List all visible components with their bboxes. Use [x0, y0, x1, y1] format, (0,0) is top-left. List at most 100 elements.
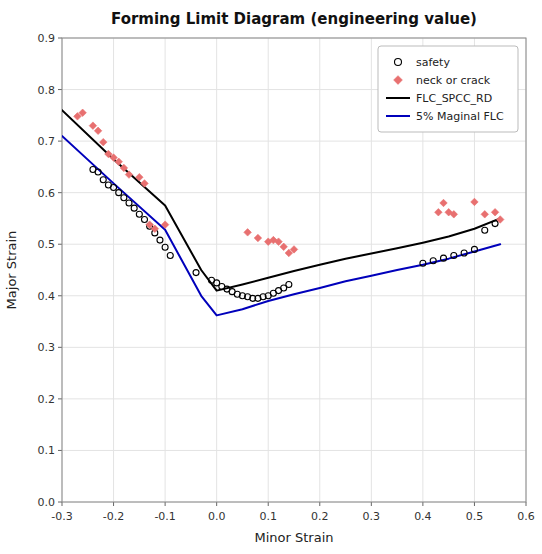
y-tick: [58, 347, 62, 348]
point: [286, 281, 292, 287]
point: [89, 122, 97, 129]
x-tick-label: -0.3: [51, 510, 72, 523]
line: [62, 136, 500, 315]
y-tick-label: 0.9: [38, 32, 56, 45]
point: [496, 216, 504, 224]
x-grid-line: [165, 38, 166, 502]
x-tick: [526, 502, 527, 506]
y-tick: [58, 192, 62, 193]
legend-swatch: [394, 76, 403, 85]
line: [62, 110, 500, 290]
legend-label: FLC_SPCC_RD: [416, 92, 492, 105]
x-grid-line: [268, 38, 269, 502]
axes: -0.3-0.2-0.10.00.10.20.30.40.50.60.00.10…: [38, 32, 535, 523]
x-tick-label: 0.1: [259, 510, 277, 523]
x-tick-label: 0.4: [414, 510, 432, 523]
point: [167, 253, 173, 259]
point: [471, 198, 479, 206]
point: [440, 199, 448, 207]
point: [126, 200, 132, 206]
points: [74, 109, 504, 301]
background: [0, 0, 542, 554]
point: [95, 169, 101, 175]
legend-label: neck or crack: [416, 74, 491, 87]
point: [275, 238, 283, 246]
y-tick: [58, 141, 62, 142]
y-tick: [58, 89, 62, 90]
y-tick: [58, 295, 62, 296]
point: [451, 253, 457, 259]
point: [435, 209, 443, 217]
x-tick: [319, 502, 320, 506]
x-tick-label: 0.3: [363, 510, 381, 523]
y-tick: [58, 398, 62, 399]
point: [450, 211, 458, 219]
point: [125, 171, 132, 179]
y-tick-label: 0.0: [38, 496, 56, 509]
y-grid-line: [62, 398, 526, 399]
y-grid-line: [62, 192, 526, 193]
point: [99, 138, 107, 146]
x-tick: [422, 502, 423, 506]
point: [471, 246, 477, 252]
point: [441, 255, 447, 261]
point: [193, 270, 199, 276]
marks: [62, 109, 504, 315]
point: [481, 211, 489, 219]
y-grid-line: [62, 450, 526, 451]
grid: [62, 38, 526, 502]
point: [136, 211, 142, 217]
y-grid-line: [62, 141, 526, 142]
x-tick-label: -0.1: [154, 510, 175, 523]
legend-swatch: [386, 97, 410, 99]
y-tick: [58, 38, 62, 39]
y-axis-label: Major Strain: [4, 231, 19, 310]
point: [131, 205, 137, 211]
y-tick-label: 0.7: [38, 135, 56, 148]
point: [461, 250, 467, 256]
x-grid-line: [216, 38, 217, 502]
point: [115, 158, 123, 166]
chart: -0.3-0.2-0.10.00.10.20.30.40.50.60.00.10…: [0, 0, 542, 554]
point: [157, 237, 163, 243]
point: [162, 244, 168, 250]
point: [116, 190, 122, 196]
y-tick-label: 0.8: [38, 84, 56, 97]
point: [141, 180, 149, 188]
y-tick-label: 0.6: [38, 187, 56, 200]
x-tick: [113, 502, 114, 506]
y-tick: [58, 502, 62, 503]
x-tick: [216, 502, 217, 506]
y-tick: [58, 244, 62, 245]
point: [151, 225, 159, 233]
x-tick: [268, 502, 269, 506]
y-tick: [58, 450, 62, 451]
legend-label: safety: [416, 56, 450, 69]
point: [430, 258, 436, 264]
point: [254, 234, 261, 242]
point: [141, 216, 147, 222]
y-tick-label: 0.4: [38, 290, 56, 303]
y-tick-label: 0.1: [38, 444, 56, 457]
x-tick: [371, 502, 372, 506]
x-grid-line: [113, 38, 114, 502]
point: [79, 109, 87, 117]
y-tick-label: 0.3: [38, 341, 56, 354]
y-grid-line: [62, 244, 526, 245]
x-tick-label: 0.2: [311, 510, 329, 523]
point: [491, 209, 499, 217]
x-axis-label: Minor Strain: [254, 530, 333, 545]
point: [111, 185, 117, 191]
point: [100, 177, 106, 183]
point: [420, 260, 426, 266]
x-grid-line: [371, 38, 372, 502]
x-tick-label: -0.2: [103, 510, 124, 523]
x-tick-label: 0.6: [517, 510, 535, 523]
point: [290, 246, 298, 254]
lines: [62, 110, 500, 315]
x-tick-label: 0.0: [208, 510, 226, 523]
legend-box: [378, 46, 518, 132]
point: [244, 229, 252, 237]
point: [482, 227, 488, 233]
point: [136, 173, 144, 181]
